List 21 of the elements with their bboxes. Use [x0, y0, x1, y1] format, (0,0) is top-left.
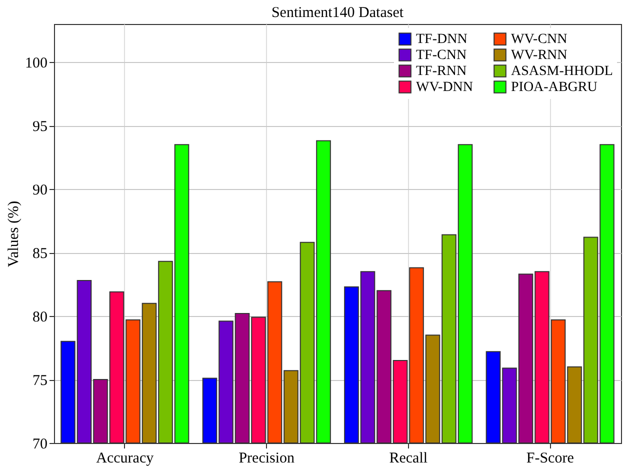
legend-label: PIOA-ABGRU	[511, 80, 598, 95]
y-axis-title: Values (%)	[6, 200, 22, 268]
legend-label: WV-CNN	[511, 32, 568, 48]
y-tick-label: 85	[32, 246, 48, 262]
y-tick-label: 80	[32, 310, 48, 326]
legend-label: ASASM-HHODL	[511, 64, 613, 79]
y-tick-label: 90	[32, 182, 48, 199]
x-tick-label: Recall	[389, 450, 428, 466]
x-tick-label: Precision	[238, 450, 296, 466]
y-tick-label: 70	[32, 436, 48, 452]
y-tick-label: 95	[32, 119, 48, 136]
legend-label: WV-RNN	[511, 48, 568, 63]
legend-label: TF-DNN	[416, 32, 468, 48]
x-tick-label: Accuracy	[96, 450, 154, 466]
x-tick-label: F-Score	[526, 450, 574, 466]
chart-title: Sentiment140 Dataset	[271, 5, 404, 21]
legend-label: WV-DNN	[416, 80, 474, 95]
legend-label: TF-CNN	[416, 48, 467, 63]
y-tick-label: 100	[25, 56, 48, 72]
y-tick-label: 75	[32, 373, 48, 390]
legend-label: TF-RNN	[416, 64, 467, 79]
